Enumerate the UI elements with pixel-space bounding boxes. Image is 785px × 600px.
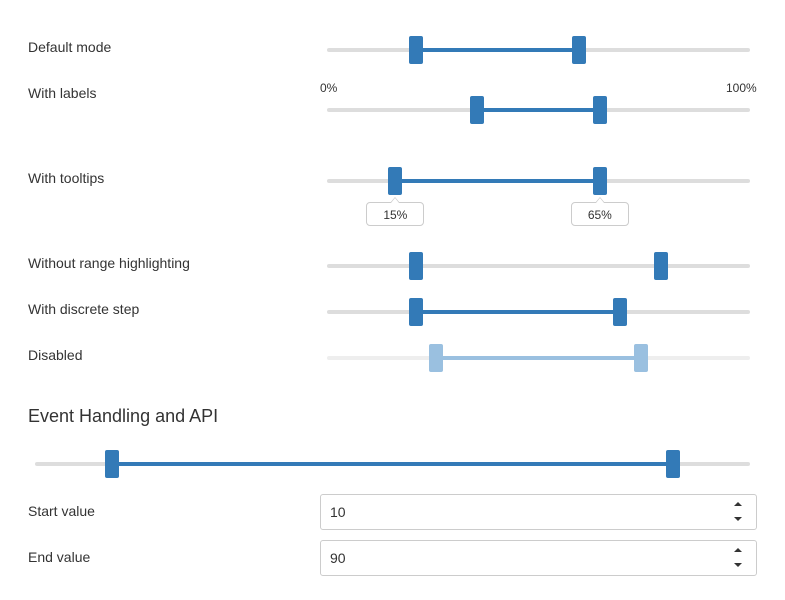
disabled-label: Disabled	[28, 347, 83, 363]
slider-range	[415, 48, 580, 52]
slider-range	[477, 108, 600, 112]
slider-start-handle[interactable]	[408, 36, 423, 64]
end-value-label: End value	[28, 549, 91, 565]
slider-range	[415, 310, 621, 314]
caret-down-icon	[734, 563, 742, 567]
default-mode-label: Default mode	[28, 39, 112, 55]
end-decrement-button[interactable]	[728, 559, 748, 573]
with-discrete-step-slider[interactable]	[327, 298, 750, 326]
start-value-label: Start value	[28, 503, 95, 519]
min-tick-label: 0%	[320, 81, 338, 95]
with-labels-slider[interactable]	[327, 96, 750, 124]
default-mode-slider[interactable]	[327, 36, 750, 64]
end-increment-button[interactable]	[728, 544, 748, 558]
slider-start-handle	[429, 344, 444, 372]
caret-up-icon	[734, 502, 742, 506]
slider-start-handle[interactable]	[388, 167, 403, 195]
slider-range	[395, 179, 600, 183]
slider-start-handle[interactable]	[408, 298, 423, 326]
slider-end-handle[interactable]	[665, 450, 680, 478]
start-decrement-button[interactable]	[728, 513, 748, 527]
with-tooltips-slider[interactable]	[327, 167, 750, 195]
end-value-input[interactable]	[330, 549, 710, 567]
disabled-slider	[327, 344, 750, 372]
slider-end-handle[interactable]	[654, 252, 669, 280]
slider-end-handle[interactable]	[572, 36, 587, 64]
start-increment-button[interactable]	[728, 498, 748, 512]
event-handling-heading: Event Handling and API	[28, 406, 219, 426]
with-discrete-step-label: With discrete step	[28, 301, 140, 317]
slider-end-handle[interactable]	[592, 96, 607, 124]
slider-start-handle[interactable]	[470, 96, 485, 124]
slider-end-handle[interactable]	[592, 167, 607, 195]
caret-down-icon	[734, 517, 742, 521]
slider-start-handle[interactable]	[408, 252, 423, 280]
slider-start-handle[interactable]	[105, 450, 120, 478]
end-value-tooltip: 65%	[570, 197, 629, 226]
without-range-highlighting-label: Without range highlighting	[28, 255, 190, 271]
slider-range	[112, 462, 673, 466]
slider-end-handle	[633, 344, 648, 372]
event-handling-slider[interactable]	[35, 450, 750, 478]
with-tooltips-label: With tooltips	[28, 170, 105, 186]
slider-end-handle[interactable]	[613, 298, 628, 326]
start-value-tooltip: 15%	[366, 197, 425, 226]
without-range-highlighting-slider[interactable]	[327, 252, 750, 280]
end-value-stepper	[320, 540, 757, 576]
start-value-stepper	[320, 494, 757, 530]
with-labels-label: With labels	[28, 85, 97, 101]
slider-range	[436, 356, 641, 360]
caret-up-icon	[734, 548, 742, 552]
max-tick-label: 100%	[726, 81, 757, 95]
start-value-input[interactable]	[330, 503, 710, 521]
